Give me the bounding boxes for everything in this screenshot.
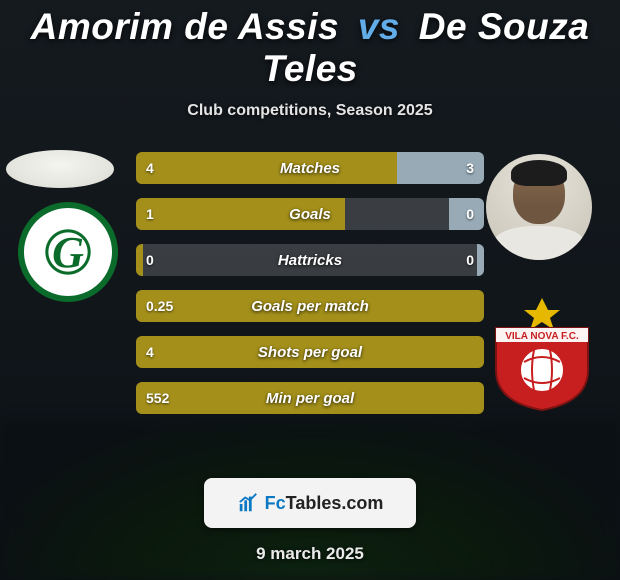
stat-value-right: 0 — [466, 198, 474, 230]
player1-club-letter: G — [32, 216, 104, 288]
stat-bars: 4 Matches 3 1 Goals 0 0 Hattricks 0 0.25… — [136, 152, 484, 414]
stat-label: Shots per goal — [136, 336, 484, 368]
source-prefix: Fc — [265, 493, 286, 513]
vila-nova-crest-icon: VILA NOVA F.C. — [482, 292, 602, 412]
stat-row: 4 Matches 3 — [136, 152, 484, 184]
stat-value-right: 0 — [466, 244, 474, 276]
player2-club-badge: VILA NOVA F.C. — [482, 292, 602, 412]
comparison-date: 9 march 2025 — [0, 544, 620, 564]
source-text: FcTables.com — [265, 493, 384, 514]
player1-avatar — [6, 150, 114, 188]
player1-club-badge: G — [18, 202, 118, 302]
stat-row: 4 Shots per goal — [136, 336, 484, 368]
source-badge: FcTables.com — [204, 478, 416, 528]
title-vs: vs — [358, 6, 400, 47]
stat-label: Hattricks — [136, 244, 484, 276]
comparison-stage: G VILA NOVA F.C. 4 Matches 3 — [0, 142, 620, 472]
stat-label: Min per goal — [136, 382, 484, 414]
stat-row: 0 Hattricks 0 — [136, 244, 484, 276]
page-title: Amorim de Assis vs De Souza Teles — [0, 0, 620, 90]
stat-row: 0.25 Goals per match — [136, 290, 484, 322]
crest-text-top: VILA NOVA F.C. — [505, 331, 579, 342]
stat-label: Goals per match — [136, 290, 484, 322]
stat-label: Matches — [136, 152, 484, 184]
subtitle: Club competitions, Season 2025 — [0, 102, 620, 120]
stat-row: 1 Goals 0 — [136, 198, 484, 230]
avatar-torso — [493, 226, 585, 260]
stat-value-right: 3 — [466, 152, 474, 184]
player2-avatar — [486, 154, 592, 260]
source-suffix: Tables.com — [286, 493, 384, 513]
crest-star-icon — [524, 298, 560, 330]
title-player1: Amorim de Assis — [31, 6, 339, 47]
avatar-hair — [511, 160, 567, 186]
stat-label: Goals — [136, 198, 484, 230]
stat-row: 552 Min per goal — [136, 382, 484, 414]
fctables-logo-icon — [237, 492, 259, 514]
